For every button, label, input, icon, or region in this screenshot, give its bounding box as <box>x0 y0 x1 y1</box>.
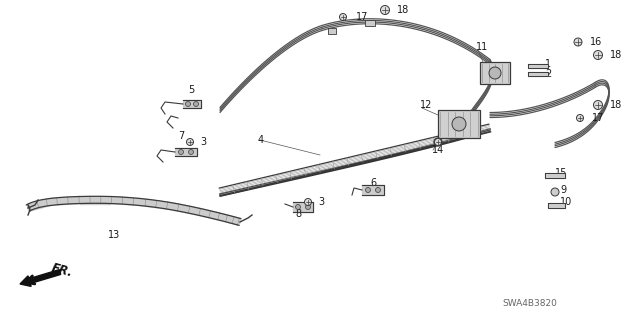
Polygon shape <box>170 203 201 215</box>
Text: 3: 3 <box>200 137 206 147</box>
Polygon shape <box>110 197 140 205</box>
FancyBboxPatch shape <box>438 110 480 138</box>
Circle shape <box>489 67 501 79</box>
Polygon shape <box>528 72 548 76</box>
Text: 10: 10 <box>560 197 572 207</box>
Text: 18: 18 <box>397 5 409 15</box>
Polygon shape <box>199 209 226 221</box>
Text: 18: 18 <box>610 50 622 60</box>
Polygon shape <box>548 203 565 208</box>
Text: FR.: FR. <box>50 261 74 279</box>
Text: 3: 3 <box>318 197 324 207</box>
Text: 9: 9 <box>560 185 566 195</box>
Text: 1: 1 <box>545 59 551 69</box>
Circle shape <box>551 188 559 196</box>
Text: 6: 6 <box>370 178 376 188</box>
Text: 14: 14 <box>432 145 444 155</box>
Circle shape <box>189 150 193 154</box>
Polygon shape <box>183 100 201 108</box>
Text: 18: 18 <box>610 100 622 110</box>
Text: 5: 5 <box>188 85 195 95</box>
Circle shape <box>305 204 310 210</box>
FancyArrow shape <box>20 270 61 286</box>
Polygon shape <box>175 148 197 156</box>
Polygon shape <box>362 185 384 195</box>
Circle shape <box>577 115 584 122</box>
Circle shape <box>452 117 466 131</box>
Polygon shape <box>140 198 170 210</box>
Circle shape <box>376 188 381 192</box>
Text: SWA4B3820: SWA4B3820 <box>502 299 557 308</box>
Circle shape <box>186 101 191 107</box>
Text: 2: 2 <box>545 69 551 79</box>
Circle shape <box>365 188 371 192</box>
Polygon shape <box>27 199 51 211</box>
Circle shape <box>593 50 602 60</box>
Polygon shape <box>50 197 80 205</box>
Text: 17: 17 <box>356 12 369 22</box>
Text: 17: 17 <box>592 113 604 123</box>
Text: 11: 11 <box>476 42 488 52</box>
Circle shape <box>339 13 346 20</box>
Circle shape <box>179 150 184 154</box>
Circle shape <box>305 198 312 205</box>
Circle shape <box>296 204 301 210</box>
Polygon shape <box>293 202 313 212</box>
Polygon shape <box>328 28 336 34</box>
Text: 16: 16 <box>590 37 602 47</box>
Text: 8: 8 <box>295 209 301 219</box>
Text: 12: 12 <box>420 100 433 110</box>
Circle shape <box>193 101 198 107</box>
FancyBboxPatch shape <box>480 62 510 84</box>
Text: 15: 15 <box>555 168 568 178</box>
Polygon shape <box>365 20 375 26</box>
Circle shape <box>574 38 582 46</box>
Text: 7: 7 <box>178 131 184 141</box>
Polygon shape <box>545 173 565 178</box>
Circle shape <box>186 138 193 145</box>
Circle shape <box>381 5 390 14</box>
Circle shape <box>434 138 442 146</box>
Polygon shape <box>528 64 548 68</box>
Polygon shape <box>80 197 110 204</box>
Text: 13: 13 <box>108 230 120 240</box>
Circle shape <box>593 100 602 109</box>
Text: 4: 4 <box>258 135 264 145</box>
Circle shape <box>435 138 442 145</box>
Polygon shape <box>224 215 241 226</box>
